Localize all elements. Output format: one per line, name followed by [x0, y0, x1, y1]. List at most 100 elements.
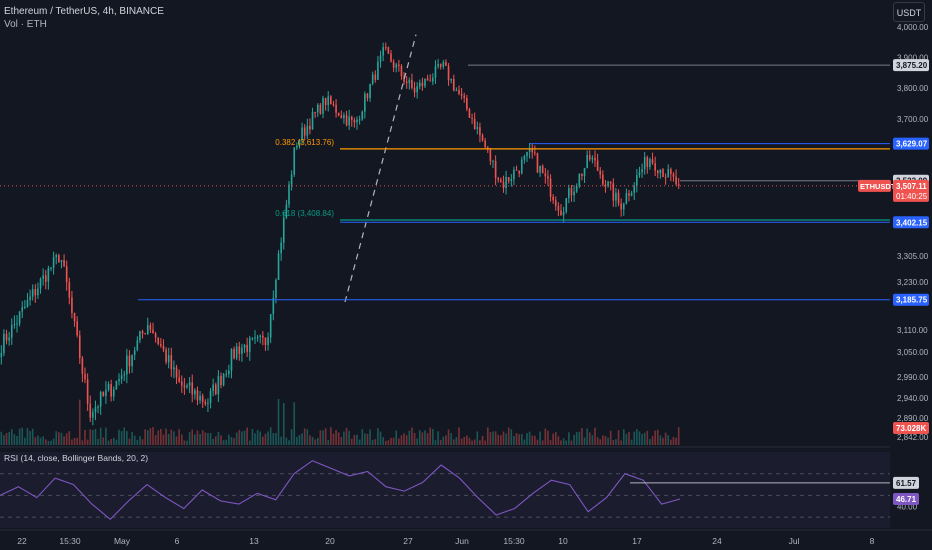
volume-bar	[272, 433, 275, 445]
volume-bar	[58, 432, 60, 445]
volume-bar	[622, 429, 625, 445]
candle-body	[136, 340, 139, 351]
price-tick-label: 3,110.00	[897, 326, 928, 335]
candle-body	[607, 181, 609, 187]
volume-bar	[502, 431, 505, 445]
projection-dashed-line[interactable]	[344, 34, 417, 303]
candle-body	[220, 375, 222, 386]
candle-body	[602, 174, 604, 185]
volume-bar	[0, 431, 3, 445]
candle-body	[222, 374, 225, 386]
volume-bar	[102, 437, 105, 445]
candle-body	[662, 169, 664, 177]
candle-body	[228, 370, 230, 374]
candle-body	[5, 333, 8, 341]
volume-bar	[586, 428, 588, 445]
volume-bar	[246, 427, 248, 445]
time-axis[interactable]: 22 15:30 May 6 13 20 27 Jun 15:30 10 17 24 Jul 8	[17, 536, 874, 546]
volume-bar	[583, 437, 586, 445]
candle-body	[641, 169, 643, 173]
volume-bar	[13, 434, 16, 445]
candle-body	[78, 335, 81, 359]
volume-bar	[526, 433, 528, 445]
volume-bar	[455, 437, 458, 445]
candle-body	[133, 350, 136, 356]
candles[interactable]	[0, 42, 680, 426]
candle-body	[390, 53, 392, 62]
candle-body	[612, 183, 615, 201]
candle-body	[188, 382, 191, 386]
candle-body	[583, 168, 586, 177]
candle-body	[322, 97, 324, 114]
volume-bar	[505, 433, 507, 445]
fib-level-label: 0.618 (3,408.84)	[275, 209, 334, 218]
candle-body	[581, 173, 583, 177]
candle-body	[486, 147, 489, 150]
time-tick-label: Jun	[455, 536, 469, 546]
candle-body	[400, 65, 403, 77]
volume-bar	[633, 431, 636, 445]
candle-body	[421, 82, 424, 87]
volume-bar	[170, 429, 173, 445]
volume-bar	[651, 435, 654, 445]
candle-body	[609, 181, 612, 184]
candle-body	[16, 323, 18, 325]
last-price-value: 3,507.11	[896, 182, 927, 191]
candle-body	[649, 159, 651, 167]
volume-bar	[641, 433, 643, 445]
volume-bar	[429, 427, 432, 445]
candle-body	[466, 97, 468, 110]
volume-bar	[568, 432, 570, 445]
candle-body	[29, 296, 31, 301]
volume-bar	[518, 434, 520, 445]
volume-bar	[575, 432, 578, 445]
volume-bar	[667, 435, 670, 445]
candle-body	[654, 163, 656, 171]
candle-body	[345, 115, 348, 126]
symbol-title[interactable]: Ethereum / TetherUS, 4h, BINANCE	[4, 6, 164, 17]
time-tick-label: Jul	[789, 536, 800, 546]
volume-bar	[199, 434, 201, 445]
price-axis[interactable]: 4,000.00 3,900.00 3,800.00 3,700.00 3,305.00…	[897, 23, 929, 442]
candle-body	[89, 403, 92, 418]
candle-body	[620, 203, 622, 210]
candle-body	[204, 401, 207, 404]
rsi-level-tag: 61.57	[896, 479, 917, 488]
currency-button[interactable]: USDT	[893, 2, 925, 22]
volume-bar	[418, 430, 421, 445]
volume-bar	[523, 439, 526, 445]
candle-body	[254, 337, 256, 339]
price-tick-label: 2,990.00	[897, 373, 929, 382]
volume-bar	[356, 434, 358, 445]
rsi-line[interactable]	[0, 460, 681, 521]
volume-bar	[309, 435, 311, 445]
volume-bar	[3, 435, 5, 445]
candle-body	[285, 204, 288, 218]
candle-body	[293, 147, 296, 175]
volume-bar	[123, 427, 126, 445]
candle-body	[246, 344, 248, 352]
candle-body	[565, 198, 568, 213]
candle-body	[324, 97, 327, 106]
candle-body	[165, 349, 167, 363]
volume-bar	[643, 432, 646, 445]
volume-bar	[301, 433, 303, 445]
volume-bar	[541, 440, 544, 445]
volume-bar	[426, 433, 429, 445]
candle-body	[26, 300, 29, 307]
volume-bar	[288, 440, 290, 445]
candle-body	[418, 82, 421, 87]
volume-bar	[364, 433, 366, 445]
candle-body	[217, 375, 220, 395]
volume-bar	[235, 432, 238, 445]
volume-bar	[534, 435, 536, 445]
volume-bar	[306, 429, 309, 445]
candle-body	[481, 135, 484, 141]
volume-bar	[510, 429, 513, 445]
volume-bar	[34, 437, 37, 445]
candle-body	[500, 179, 502, 182]
volume-bar	[298, 434, 301, 445]
candle-body	[343, 115, 345, 118]
